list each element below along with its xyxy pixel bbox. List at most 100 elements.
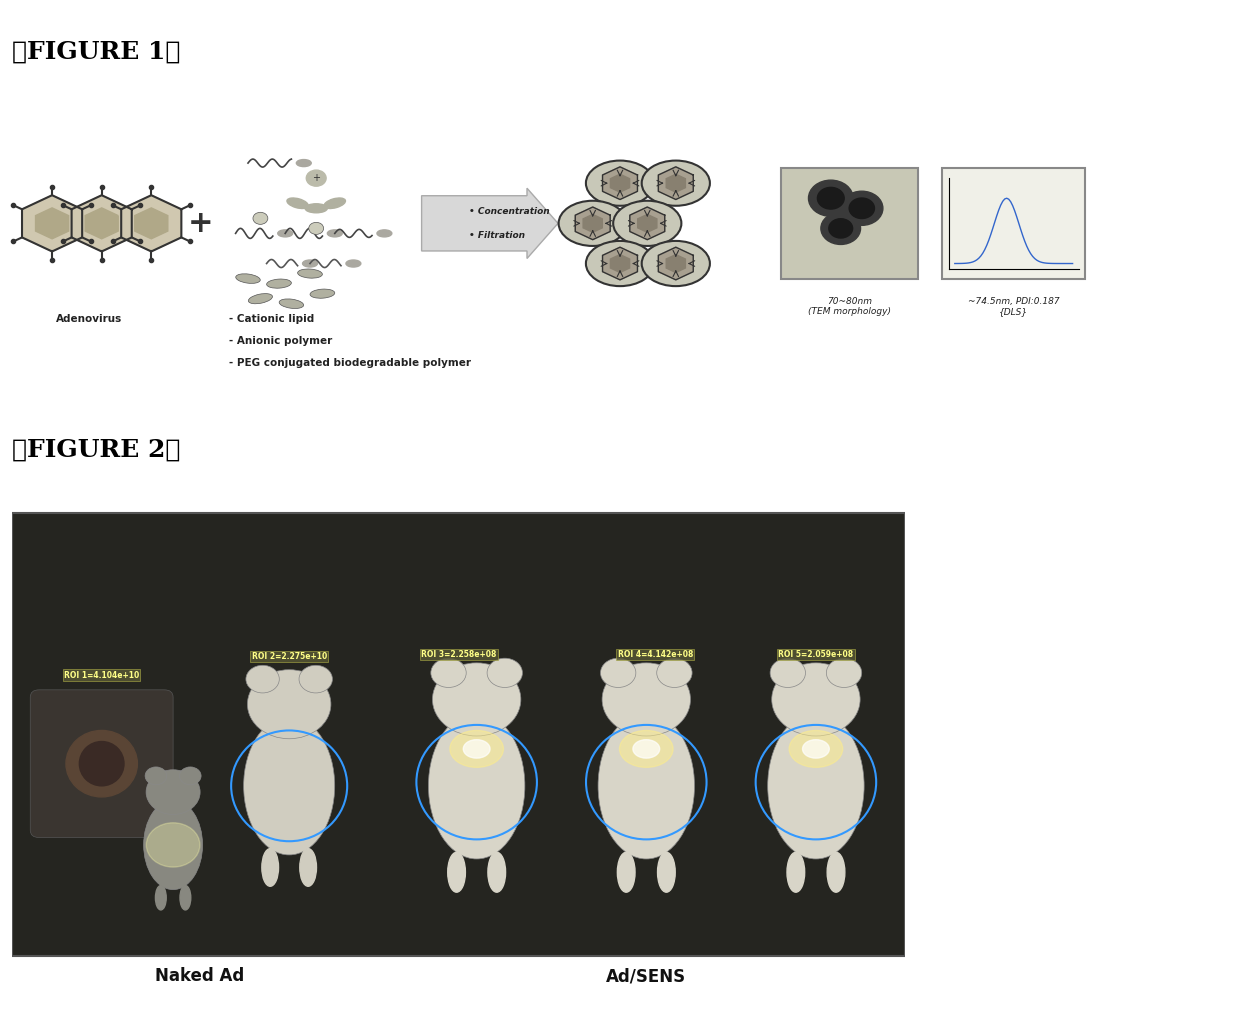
Ellipse shape (278, 230, 293, 237)
Ellipse shape (144, 800, 202, 889)
FancyBboxPatch shape (781, 169, 918, 278)
Ellipse shape (305, 204, 327, 213)
Ellipse shape (642, 160, 711, 206)
Ellipse shape (303, 260, 317, 267)
Text: 【FIGURE 2】: 【FIGURE 2】 (12, 437, 181, 462)
FancyArrow shape (422, 188, 558, 258)
Ellipse shape (155, 885, 166, 910)
Ellipse shape (236, 274, 260, 283)
Polygon shape (603, 166, 637, 200)
Polygon shape (658, 166, 693, 200)
Polygon shape (610, 174, 630, 192)
Text: ROI 1=4.104e+10: ROI 1=4.104e+10 (64, 671, 139, 679)
Ellipse shape (789, 730, 843, 767)
Text: - PEG conjugated biodegradable polymer: - PEG conjugated biodegradable polymer (229, 358, 471, 368)
Text: Adenovirus: Adenovirus (56, 313, 123, 324)
Polygon shape (666, 174, 686, 192)
Polygon shape (603, 247, 637, 280)
Circle shape (433, 663, 521, 736)
Text: ROI 4=4.142e+08: ROI 4=4.142e+08 (618, 650, 693, 659)
Circle shape (657, 659, 692, 688)
Text: ROI 5=2.059e+08: ROI 5=2.059e+08 (779, 650, 853, 659)
Ellipse shape (66, 730, 138, 797)
Polygon shape (122, 195, 181, 251)
Ellipse shape (327, 230, 342, 237)
Ellipse shape (180, 885, 191, 910)
FancyBboxPatch shape (12, 513, 905, 955)
Text: Naked Ad: Naked Ad (155, 967, 244, 985)
Ellipse shape (618, 852, 635, 892)
Circle shape (309, 222, 324, 235)
Ellipse shape (377, 230, 392, 237)
Polygon shape (72, 195, 131, 251)
Ellipse shape (642, 241, 711, 286)
Circle shape (430, 659, 466, 688)
Circle shape (248, 670, 331, 738)
Circle shape (253, 212, 268, 224)
Polygon shape (22, 195, 82, 251)
Ellipse shape (632, 739, 660, 758)
Circle shape (246, 665, 279, 693)
Ellipse shape (429, 712, 525, 859)
Ellipse shape (298, 269, 322, 278)
Circle shape (145, 767, 166, 785)
Ellipse shape (585, 160, 655, 206)
Circle shape (808, 180, 853, 216)
Circle shape (771, 663, 861, 736)
Ellipse shape (657, 852, 676, 892)
Polygon shape (135, 208, 167, 239)
Polygon shape (575, 207, 610, 240)
Circle shape (146, 823, 200, 868)
Circle shape (600, 659, 636, 688)
Circle shape (487, 659, 522, 688)
Ellipse shape (279, 299, 304, 308)
Text: • Concentration: • Concentration (469, 207, 549, 216)
Ellipse shape (558, 201, 627, 246)
Polygon shape (86, 208, 118, 239)
Circle shape (849, 199, 874, 218)
Circle shape (180, 767, 201, 785)
Text: ROI 2=2.275e+10: ROI 2=2.275e+10 (252, 652, 327, 661)
Polygon shape (583, 214, 603, 233)
Circle shape (821, 212, 861, 244)
Circle shape (770, 659, 806, 688)
Polygon shape (36, 208, 68, 239)
Circle shape (841, 191, 883, 225)
Ellipse shape (450, 730, 503, 767)
Ellipse shape (267, 279, 291, 288)
Ellipse shape (262, 849, 279, 886)
Ellipse shape (324, 197, 346, 209)
Ellipse shape (620, 730, 673, 767)
Circle shape (817, 187, 844, 209)
Ellipse shape (827, 852, 844, 892)
Circle shape (826, 659, 862, 688)
Ellipse shape (286, 197, 309, 209)
Ellipse shape (802, 739, 830, 758)
Text: 70~80nm
(TEM morphology): 70~80nm (TEM morphology) (808, 297, 890, 316)
Ellipse shape (768, 712, 864, 859)
Ellipse shape (310, 290, 335, 298)
Ellipse shape (787, 852, 805, 892)
Ellipse shape (243, 717, 335, 855)
Circle shape (146, 769, 200, 815)
Ellipse shape (300, 849, 316, 886)
Text: • Filtration: • Filtration (469, 231, 525, 240)
FancyBboxPatch shape (30, 690, 174, 838)
Text: Ad/SENS: Ad/SENS (606, 967, 687, 985)
Ellipse shape (598, 712, 694, 859)
Text: +: + (312, 173, 320, 183)
Ellipse shape (448, 852, 465, 892)
Polygon shape (666, 254, 686, 273)
Circle shape (603, 663, 691, 736)
Text: ~74.5nm, PDI:0.187
{DLS}: ~74.5nm, PDI:0.187 {DLS} (968, 297, 1059, 316)
Ellipse shape (585, 241, 655, 286)
Ellipse shape (487, 852, 506, 892)
Ellipse shape (346, 260, 361, 267)
Ellipse shape (248, 294, 273, 304)
Ellipse shape (464, 739, 490, 758)
Polygon shape (630, 207, 665, 240)
FancyBboxPatch shape (942, 169, 1085, 278)
Ellipse shape (296, 159, 311, 166)
Circle shape (828, 219, 853, 238)
Circle shape (306, 171, 326, 186)
